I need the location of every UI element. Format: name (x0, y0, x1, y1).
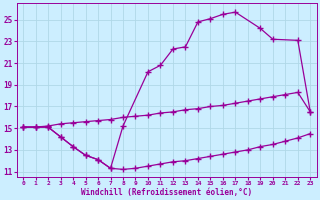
X-axis label: Windchill (Refroidissement éolien,°C): Windchill (Refroidissement éolien,°C) (81, 188, 252, 197)
